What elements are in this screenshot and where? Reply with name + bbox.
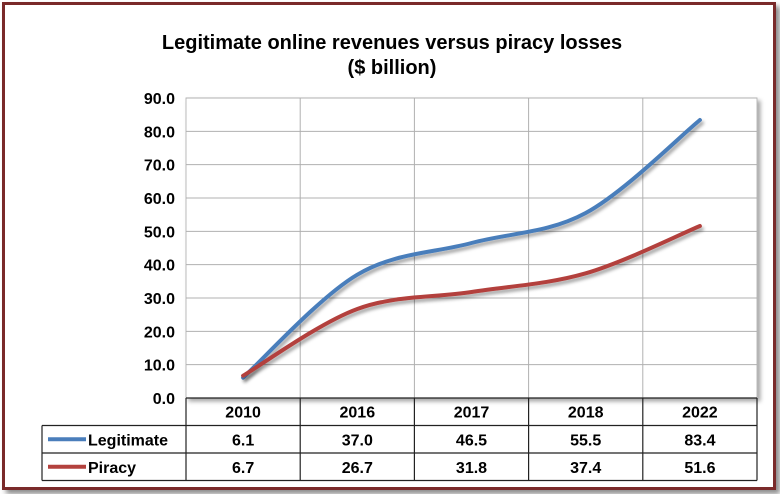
x-tick-label: 2022: [682, 405, 718, 422]
data-label: 37.4: [570, 460, 601, 477]
x-tick-label: 2016: [340, 405, 376, 422]
x-tick-label: 2010: [225, 405, 261, 422]
plot-area: [185, 97, 758, 399]
data-label: 37.0: [342, 432, 373, 449]
chart-title: Legitimate online revenues versus piracy…: [162, 32, 622, 54]
legend-label: Piracy: [88, 460, 136, 477]
gridlines: [186, 97, 757, 398]
data-label: 83.4: [684, 432, 715, 449]
chart: Legitimate online revenues versus piracy…: [41, 32, 758, 482]
data-label: 31.8: [456, 460, 487, 477]
chart-subtitle: ($ billion): [348, 57, 437, 79]
y-tick-label: 50.0: [144, 224, 175, 241]
data-table: 2010 2016 2017 2018 2022 Legitimate 6.1 37.0 46.…: [41, 397, 758, 482]
data-label: 51.6: [684, 460, 715, 477]
data-label: 26.7: [342, 460, 373, 477]
y-tick-label: 90.0: [144, 91, 175, 108]
series-lines: [241, 118, 702, 380]
y-tick-label: 10.0: [144, 358, 175, 375]
y-axis: 0.0 10.0 20.0 30.0 40.0 50.0 60.0 70.0 80.0 90.0: [144, 91, 175, 408]
data-label: 6.7: [232, 460, 254, 477]
x-tick-label: 2018: [568, 405, 604, 422]
y-tick-label: 80.0: [144, 124, 175, 141]
y-tick-label: 70.0: [144, 158, 175, 175]
y-tick-label: 30.0: [144, 291, 175, 308]
data-label: 55.5: [570, 432, 601, 449]
data-label: 46.5: [456, 432, 487, 449]
y-tick-label: 60.0: [144, 191, 175, 208]
y-tick-label: 20.0: [144, 324, 175, 341]
y-tick-label: 0.0: [153, 391, 175, 408]
x-tick-label: 2017: [454, 405, 490, 422]
data-label: 6.1: [232, 432, 254, 449]
y-tick-label: 40.0: [144, 258, 175, 275]
legend-label: Legitimate: [88, 432, 168, 449]
